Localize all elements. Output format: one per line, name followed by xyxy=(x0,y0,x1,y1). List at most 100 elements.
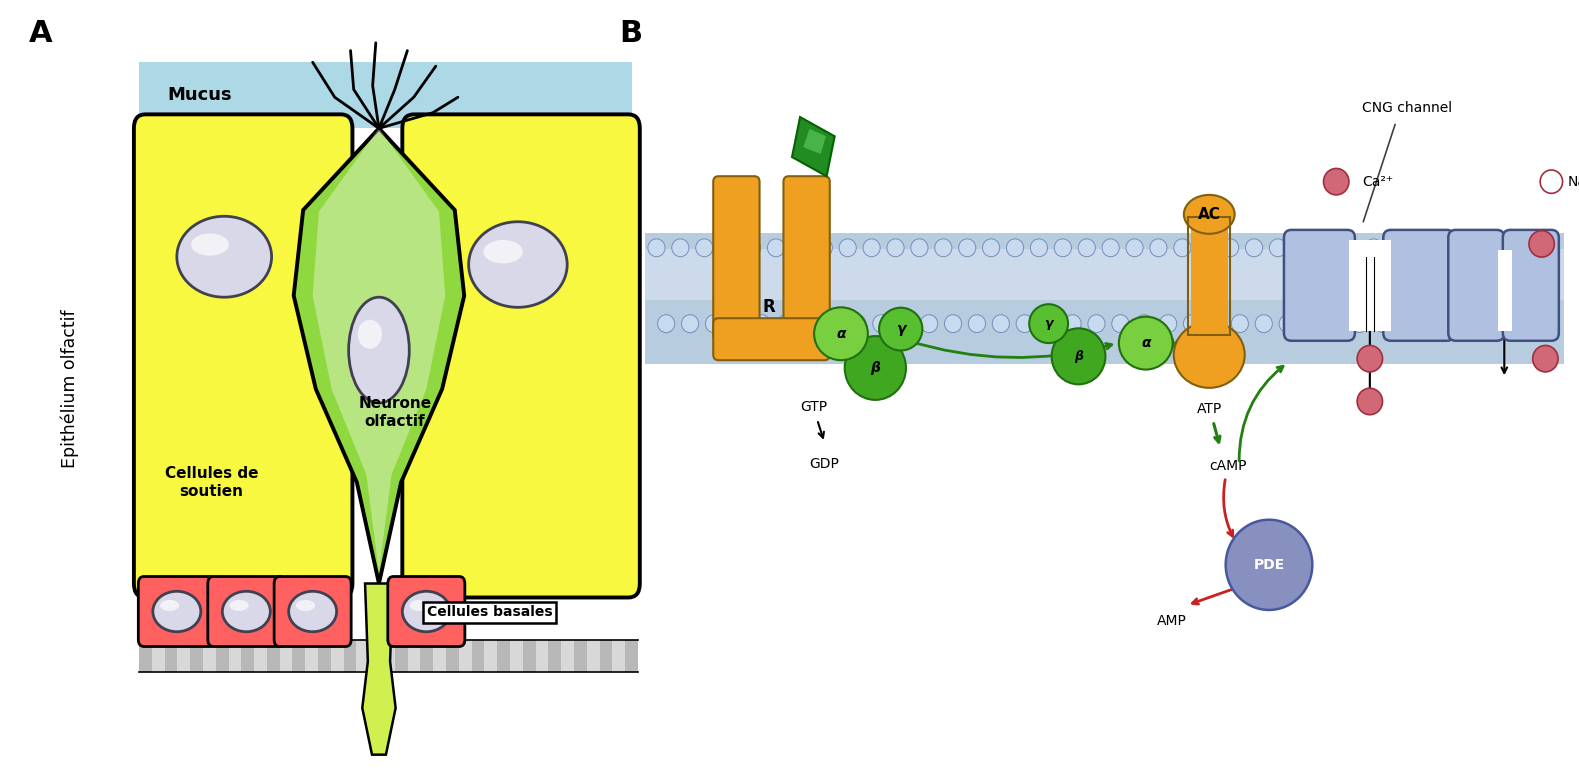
Text: γ: γ xyxy=(895,322,905,336)
Bar xyxy=(332,640,344,672)
Circle shape xyxy=(1350,314,1367,333)
Bar xyxy=(613,640,625,672)
Ellipse shape xyxy=(880,307,922,350)
Ellipse shape xyxy=(349,297,409,403)
Circle shape xyxy=(1222,239,1240,257)
Circle shape xyxy=(1470,314,1487,333)
Circle shape xyxy=(1508,239,1525,257)
Circle shape xyxy=(767,239,785,257)
Circle shape xyxy=(1390,239,1405,257)
Circle shape xyxy=(1017,314,1033,333)
Circle shape xyxy=(720,239,737,257)
Ellipse shape xyxy=(1120,317,1173,370)
Circle shape xyxy=(1184,314,1200,333)
Bar xyxy=(433,640,445,672)
Circle shape xyxy=(887,239,905,257)
Circle shape xyxy=(647,239,665,257)
Circle shape xyxy=(815,239,832,257)
Circle shape xyxy=(1484,239,1502,257)
Circle shape xyxy=(944,314,962,333)
Circle shape xyxy=(1364,239,1382,257)
Circle shape xyxy=(982,239,1000,257)
Circle shape xyxy=(1375,314,1391,333)
Bar xyxy=(445,640,459,672)
Polygon shape xyxy=(313,128,445,572)
Bar xyxy=(420,640,433,672)
Circle shape xyxy=(838,239,856,257)
Ellipse shape xyxy=(469,222,567,307)
Text: GTP: GTP xyxy=(801,400,827,414)
FancyBboxPatch shape xyxy=(1448,230,1505,341)
Text: cAMP: cAMP xyxy=(1210,459,1247,473)
Bar xyxy=(292,640,305,672)
FancyBboxPatch shape xyxy=(139,576,215,647)
Circle shape xyxy=(1517,314,1535,333)
Bar xyxy=(305,640,317,672)
Text: Epithélium olfactif: Epithélium olfactif xyxy=(60,310,79,468)
Bar xyxy=(548,640,561,672)
Circle shape xyxy=(968,314,985,333)
Bar xyxy=(485,640,497,672)
Text: AC: AC xyxy=(1198,207,1221,222)
Circle shape xyxy=(1197,239,1214,257)
Circle shape xyxy=(1112,314,1129,333)
Circle shape xyxy=(744,239,761,257)
FancyBboxPatch shape xyxy=(403,114,639,598)
Text: Ca²⁺: Ca²⁺ xyxy=(1363,175,1394,188)
Bar xyxy=(344,640,357,672)
Circle shape xyxy=(921,314,938,333)
Circle shape xyxy=(1279,314,1296,333)
Bar xyxy=(535,640,548,672)
Ellipse shape xyxy=(358,320,382,349)
Circle shape xyxy=(1446,314,1464,333)
Circle shape xyxy=(657,314,674,333)
Ellipse shape xyxy=(409,600,429,611)
Circle shape xyxy=(1055,239,1072,257)
Bar xyxy=(382,640,395,672)
Bar xyxy=(189,640,204,672)
Circle shape xyxy=(1270,239,1287,257)
Bar xyxy=(369,640,382,672)
Circle shape xyxy=(1532,239,1549,257)
Ellipse shape xyxy=(229,600,249,611)
Text: Cellules de
soutien: Cellules de soutien xyxy=(164,466,259,499)
Ellipse shape xyxy=(159,600,180,611)
Circle shape xyxy=(1461,239,1478,257)
Circle shape xyxy=(729,314,747,333)
Circle shape xyxy=(958,239,976,257)
Bar xyxy=(177,640,189,672)
Bar xyxy=(395,640,407,672)
Circle shape xyxy=(1173,239,1191,257)
FancyBboxPatch shape xyxy=(1503,230,1558,341)
Circle shape xyxy=(696,239,712,257)
Text: B: B xyxy=(619,19,643,48)
Bar xyxy=(152,640,164,672)
Bar xyxy=(510,640,523,672)
Bar xyxy=(561,640,573,672)
Bar xyxy=(317,640,332,672)
Bar xyxy=(204,640,216,672)
Circle shape xyxy=(1317,239,1334,257)
Text: Na⁺: Na⁺ xyxy=(1568,175,1579,188)
Bar xyxy=(625,640,638,672)
Text: ATP: ATP xyxy=(1197,402,1222,416)
Text: AMP: AMP xyxy=(1157,614,1187,628)
Circle shape xyxy=(1293,239,1311,257)
Ellipse shape xyxy=(1030,304,1067,343)
Circle shape xyxy=(1323,168,1348,195)
Polygon shape xyxy=(804,128,826,154)
Circle shape xyxy=(1102,239,1120,257)
Bar xyxy=(1498,251,1511,331)
Circle shape xyxy=(1078,239,1096,257)
Bar xyxy=(1348,240,1391,331)
Circle shape xyxy=(801,314,818,333)
Text: CNG channel: CNG channel xyxy=(1363,101,1453,114)
Polygon shape xyxy=(294,128,464,584)
FancyBboxPatch shape xyxy=(783,177,831,341)
Circle shape xyxy=(1126,239,1143,257)
FancyBboxPatch shape xyxy=(275,576,351,647)
Ellipse shape xyxy=(1184,194,1235,233)
Circle shape xyxy=(1150,239,1167,257)
Circle shape xyxy=(1303,314,1320,333)
Circle shape xyxy=(1208,314,1225,333)
